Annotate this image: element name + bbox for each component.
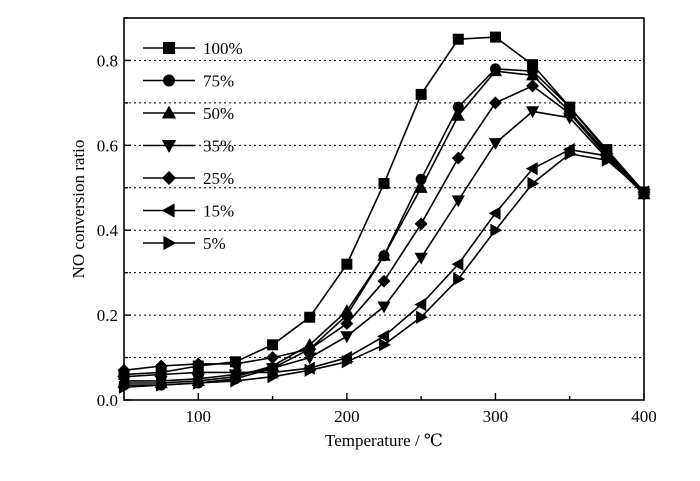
series-group [117, 31, 651, 394]
data-point [601, 153, 614, 167]
data-point [415, 88, 427, 100]
data-point [488, 138, 503, 150]
data-point [564, 147, 577, 161]
series-1 [118, 31, 650, 381]
data-point [340, 331, 354, 344]
y-tick-label: 0.0 [97, 391, 118, 410]
data-point [303, 342, 317, 356]
data-point [525, 162, 538, 176]
y-tick-label: 0.8 [97, 51, 118, 70]
legend-label: 50% [203, 104, 234, 123]
data-point [451, 151, 465, 165]
data-point [488, 64, 503, 77]
data-point [563, 107, 577, 120]
data-point [414, 297, 427, 312]
y-tick-label: 0.6 [97, 136, 118, 155]
data-point [377, 274, 391, 288]
data-point [156, 378, 168, 392]
x-tick-label: 200 [334, 407, 360, 426]
data-point [304, 363, 317, 377]
data-point [266, 351, 280, 365]
legend-marker [163, 235, 177, 251]
data-point [451, 195, 465, 208]
legend-item: 50% [143, 104, 234, 123]
legend-label: 15% [203, 202, 234, 221]
data-point [191, 365, 204, 380]
legend-item: 35% [143, 137, 234, 156]
legend-marker [161, 105, 177, 119]
data-point [377, 329, 390, 343]
data-point [488, 96, 502, 110]
data-point [453, 272, 466, 286]
legend-item: 15% [143, 202, 234, 221]
data-point [267, 370, 280, 384]
legend-marker [163, 74, 175, 87]
data-point [451, 108, 465, 121]
data-point [527, 176, 540, 191]
plot-frame [123, 17, 645, 401]
data-point [490, 223, 503, 237]
series-5 [117, 79, 651, 377]
y-tick-label: 0.2 [97, 306, 118, 325]
axis-ticks: 100 200 300 400 0.0 0.2 0.4 0.6 0.8 [97, 17, 657, 426]
series-line [123, 84, 645, 372]
data-point [377, 248, 391, 261]
legend-marker [161, 203, 175, 218]
data-point [230, 374, 243, 388]
data-point [414, 217, 428, 231]
y-axis-label: NO conversion ratio [69, 140, 88, 279]
legend-marker [163, 42, 175, 54]
data-point [489, 31, 501, 43]
x-tick-label: 300 [483, 407, 509, 426]
data-point [340, 317, 354, 331]
data-point [341, 258, 353, 270]
legend-item: 75% [143, 72, 234, 91]
x-tick-label: 100 [186, 407, 212, 426]
data-point [488, 206, 501, 220]
data-point [341, 355, 354, 369]
series-line [123, 36, 645, 376]
data-point [378, 178, 390, 190]
data-point [378, 338, 391, 352]
legend-label: 25% [203, 169, 234, 188]
legend-label: 100% [203, 39, 243, 58]
data-point [452, 33, 464, 45]
data-point [267, 339, 279, 351]
data-point [451, 257, 464, 271]
data-point [525, 106, 540, 119]
data-point [304, 311, 316, 323]
legend-item: 100% [143, 39, 243, 58]
legend-label: 5% [203, 234, 226, 253]
legend-marker [161, 170, 177, 186]
data-point [193, 376, 206, 390]
legend-item: 25% [143, 169, 234, 188]
data-point [526, 79, 540, 93]
legend-label: 35% [203, 137, 234, 156]
x-axis-label: Temperature / ℃ [325, 431, 443, 450]
data-point [416, 310, 428, 324]
legend-marker [161, 139, 177, 153]
x-tick-label: 400 [631, 407, 657, 426]
data-point [154, 367, 167, 382]
legend-label: 75% [203, 72, 234, 91]
data-point [414, 252, 428, 265]
legend: 100% 75% 50% 35% 25% 15% 5% [143, 39, 243, 253]
data-point [377, 301, 391, 314]
legend-item: 5% [143, 234, 226, 253]
data-point [414, 180, 428, 193]
data-point [340, 304, 354, 316]
y-tick-label: 0.4 [97, 221, 119, 240]
data-point [228, 365, 241, 380]
